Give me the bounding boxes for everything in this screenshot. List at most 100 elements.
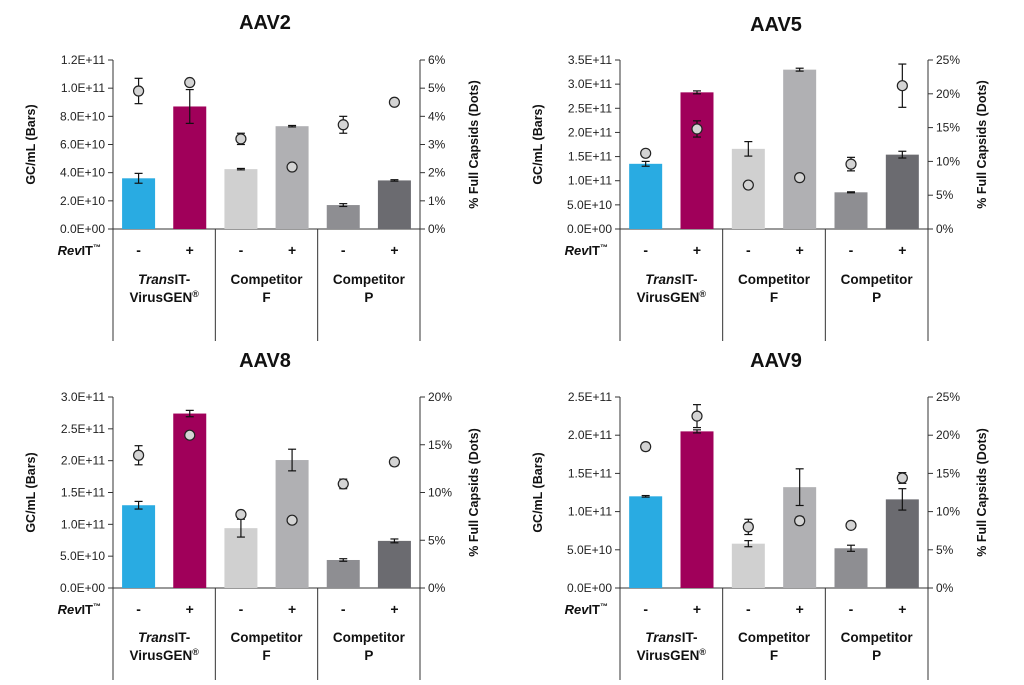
category-sign: - [239, 601, 244, 617]
y-tick-label: 2.5E+11 [568, 390, 612, 404]
bar [224, 169, 258, 229]
category-sign: - [136, 242, 141, 258]
bar-error-bar [185, 409, 194, 418]
category-sign: - [746, 601, 751, 617]
y-tick-label: 8.0E+10 [60, 109, 105, 123]
y2-tick-label: 25% [936, 53, 960, 67]
y2-tick-label: 20% [936, 428, 960, 442]
category-sign: - [746, 242, 751, 258]
y-tick-label: 1.0E+11 [568, 505, 612, 519]
bar-error-bar [134, 172, 143, 184]
y2-tick-label: 25% [936, 390, 960, 404]
y2-tick-label: 10% [428, 486, 452, 500]
y-axis-label: GC/mL (Bars) [24, 452, 38, 532]
category-sign: + [390, 242, 398, 258]
data-point [896, 80, 908, 92]
y2-axis-label: % Full Capsids (Dots) [975, 428, 989, 556]
y-tick-label: 3.0E+11 [568, 77, 612, 91]
data-point [337, 119, 349, 131]
category-sign: + [796, 242, 804, 258]
y2-axis-label: % Full Capsids (Dots) [467, 80, 481, 208]
bar [629, 496, 663, 588]
bar-error-bar [693, 90, 701, 95]
revit-row-label: RevIT™ [565, 243, 608, 258]
y-tick-label: 5.0E+10 [567, 198, 612, 212]
chart-title: AAV8 [239, 350, 291, 372]
y-tick-label: 0.0E+00 [60, 222, 105, 236]
bar [275, 126, 309, 229]
bar-error-bar [693, 429, 701, 434]
data-point [184, 429, 196, 441]
y-axis-label: GC/mL (Bars) [531, 452, 545, 532]
bar-error-bar [795, 67, 804, 72]
bar-error-bar [288, 448, 297, 472]
bar [629, 163, 663, 229]
group-label-line2: VirusGEN® [637, 647, 707, 663]
data-point [132, 449, 145, 461]
y-tick-label: 1.5E+11 [61, 486, 105, 500]
bar-error-bar [898, 150, 907, 159]
y-axis-label: GC/mL (Bars) [24, 104, 38, 184]
category-sign: - [643, 242, 648, 258]
group-label-line1: TransIT- [138, 272, 190, 287]
group-label-line1: Competitor [841, 630, 914, 645]
group-label-line2: VirusGEN® [637, 289, 707, 305]
data-point [691, 123, 703, 135]
y-tick-label: 0.0E+00 [567, 581, 612, 595]
bar [377, 540, 411, 588]
bar [680, 92, 714, 229]
bar [834, 548, 868, 588]
y2-tick-label: 20% [428, 390, 452, 404]
category-sign: - [341, 601, 346, 617]
group-label-line1: TransIT- [645, 630, 697, 645]
y-tick-label: 1.2E+11 [61, 53, 105, 67]
y2-tick-label: 2% [428, 166, 446, 180]
y-tick-label: 1.5E+11 [568, 466, 612, 480]
chart-panel-aav8: AAV8 0.0E+00 5.0E+10 1.0E+11 1.5E+11 2.0E+11 2… [24, 350, 481, 680]
group-label-line1: Competitor [333, 630, 406, 645]
y2-tick-label: 0% [428, 222, 446, 236]
group-label-line1: Competitor [738, 630, 811, 645]
group-label-line1: Competitor [231, 630, 304, 645]
bar-error-bar [339, 203, 348, 208]
data-point [235, 508, 247, 521]
bar [122, 178, 156, 229]
revit-row-label: RevIT™ [565, 602, 608, 617]
group-label-line1: Competitor [231, 272, 304, 287]
bar-error-bar [847, 191, 855, 194]
category-sign: + [288, 242, 296, 258]
chart-panel-aav5: AAV5 0.0E+00 5.0E+10 1.0E+11 1.5E+11 2.0E+11 2… [531, 14, 989, 341]
bar [885, 154, 919, 229]
group-label-line2: F [770, 290, 778, 305]
y2-tick-label: 1% [428, 194, 446, 208]
y2-tick-label: 5% [936, 188, 954, 202]
y2-tick-label: 0% [936, 581, 954, 595]
y-tick-label: 1.0E+11 [61, 517, 105, 531]
y2-tick-label: 3% [428, 138, 446, 152]
y-axis-label: GC/mL (Bars) [531, 104, 545, 184]
category-sign: + [796, 601, 804, 617]
bar [224, 528, 258, 588]
data-point [794, 172, 806, 184]
y2-tick-label: 0% [428, 581, 446, 595]
y2-tick-label: 20% [936, 87, 960, 101]
y-tick-label: 5.0E+10 [567, 543, 612, 557]
y-tick-label: 5.0E+10 [60, 549, 105, 563]
category-sign: - [239, 242, 244, 258]
bar [173, 106, 207, 229]
category-sign: - [341, 242, 346, 258]
y-tick-label: 1.0E+11 [61, 81, 105, 95]
category-sign: + [390, 601, 398, 617]
y2-axis-label: % Full Capsids (Dots) [975, 80, 989, 208]
group-label-line2: VirusGEN® [129, 289, 199, 305]
group-label-line1: TransIT- [645, 272, 697, 287]
bar [834, 192, 868, 229]
chart-title: AAV2 [239, 12, 291, 34]
bar [326, 559, 360, 588]
data-point [184, 76, 196, 89]
category-sign: - [643, 601, 648, 617]
y-tick-label: 1.5E+11 [568, 150, 612, 164]
data-point [640, 441, 652, 453]
y2-tick-label: 5% [428, 533, 446, 547]
y-tick-label: 6.0E+10 [60, 138, 105, 152]
